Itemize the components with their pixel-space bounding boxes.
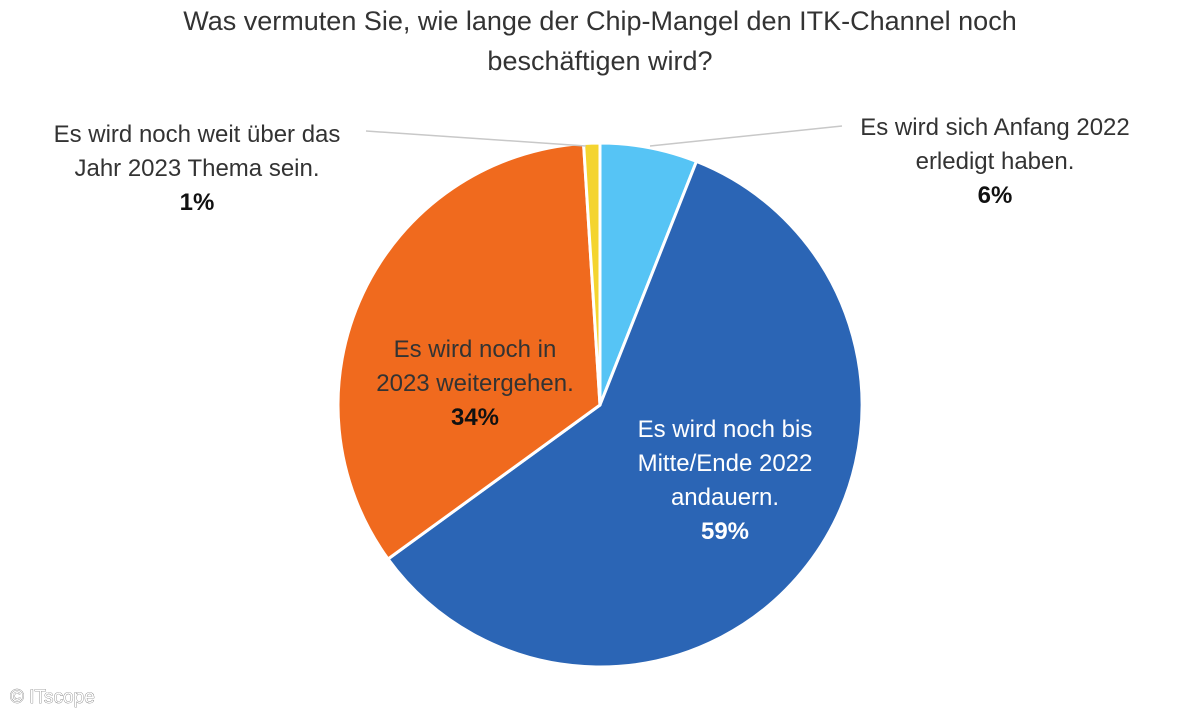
leader-lines (365, 125, 843, 147)
pie-slice-34-2 (336, 142, 602, 561)
leader-line-3 (365, 130, 587, 147)
slice-value-label-3: 1% (180, 189, 215, 216)
slice-label-2-line-0: Es wird noch in (394, 336, 557, 363)
slice-labels: Es wird sich Anfang 2022 erledigt haben. 6… (54, 114, 1130, 545)
slice-label-2-line-1: 2023 weitergehen. (376, 370, 573, 397)
leader-line-0 (649, 125, 843, 147)
pie-slice-1-3 (582, 141, 602, 407)
slice-label-3-line-1: Jahr 2023 Thema sein. (74, 155, 319, 182)
slice-label-1-line-0: Es wird noch bis (638, 416, 813, 443)
chart-title-line-2: beschäftigen wird? (487, 46, 712, 76)
chart-title-line-1: Was vermuten Sie, wie lange der Chip-Man… (183, 6, 1016, 36)
slice-value-label-0: 6% (978, 182, 1013, 209)
slice-label-0-line-1: erledigt haben. (916, 148, 1075, 175)
slice-label-1-line-2: andauern. (671, 484, 779, 511)
slice-label-3-line-0: Es wird noch weit über das (54, 121, 341, 148)
slice-label-0-line-0: Es wird sich Anfang 2022 (860, 114, 1130, 141)
slice-value-label-2: 34% (451, 404, 499, 431)
slice-label-1-line-1: Mitte/Ende 2022 (638, 450, 813, 477)
pie-slice-59-1 (386, 159, 864, 669)
copyright-credit: © ITscope (10, 687, 95, 708)
slice-value-label-1: 59% (701, 518, 749, 545)
pie-slices (336, 141, 864, 669)
